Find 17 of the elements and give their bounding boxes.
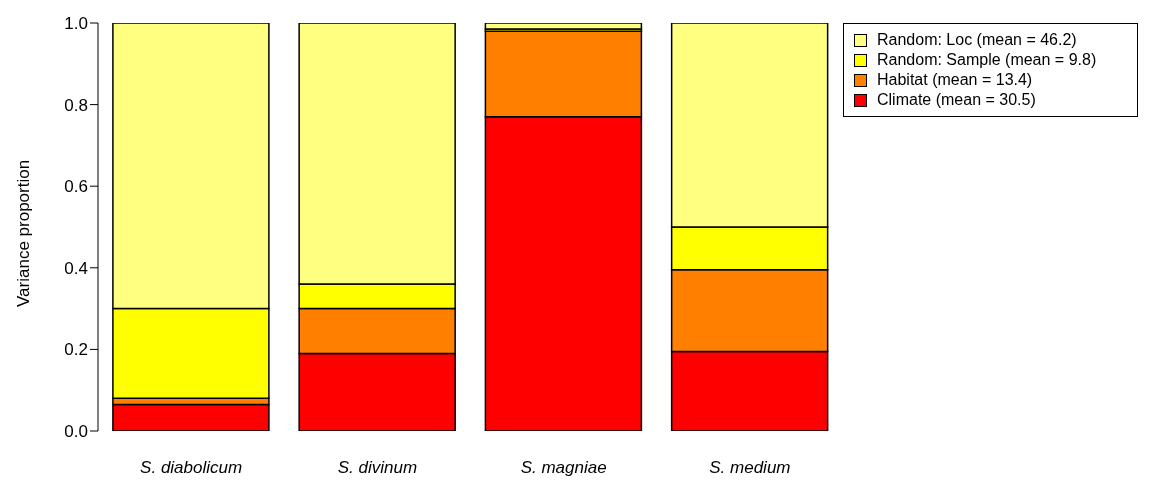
legend-label: Climate (mean = 30.5)	[877, 90, 1036, 110]
legend-label: Habitat (mean = 13.4)	[877, 70, 1033, 90]
y-tick-label: 0.0	[64, 422, 88, 442]
y-tick-label: 0.4	[64, 258, 88, 278]
x-tick-label: S. diabolicum	[140, 458, 243, 478]
y-axis-title: Variance proportion	[14, 159, 34, 307]
x-tick-label: S. medium	[709, 458, 791, 478]
y-tick-label: 0.8	[64, 95, 88, 115]
y-tick-label: 1.0	[64, 14, 88, 34]
legend-label: Random: Sample (mean = 9.8)	[877, 50, 1097, 70]
x-tick-label: S. magniae	[520, 458, 607, 478]
bar	[112, 403, 270, 431]
y-tick-label: 0.6	[64, 177, 88, 197]
bar	[484, 23, 643, 30]
x-tick-label: S. divinum	[337, 458, 418, 478]
legend-label: Random: Loc (mean = 46.2)	[877, 30, 1077, 50]
y-tick-label: 0.2	[64, 340, 88, 360]
